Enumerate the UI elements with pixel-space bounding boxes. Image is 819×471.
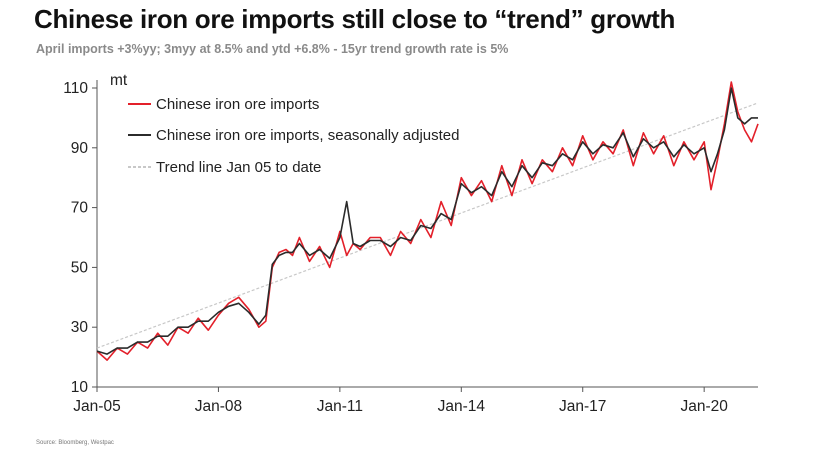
x-tick-label: Jan-11 (317, 398, 363, 415)
series-layer (96, 81, 759, 361)
series-line-seasonally-adjusted (96, 87, 758, 355)
x-tick-label: Jan-17 (559, 398, 606, 415)
plot-background (97, 88, 758, 387)
axes: mt 10 30 50 70 90 110 Jan-05 Jan-08 Jan-11 Jan-14 J… (63, 72, 758, 415)
x-tick-label: Jan-05 (73, 398, 120, 415)
legend-label: Trend line Jan 05 to date (156, 159, 321, 176)
legend-item-imports: Chinese iron ore imports (128, 96, 319, 113)
chart-title: Chinese iron ore imports still close to … (34, 4, 676, 34)
legend-label: Chinese iron ore imports (156, 96, 319, 113)
y-tick-label: 30 (71, 319, 89, 336)
plot-area (97, 88, 758, 387)
x-tick-label: Jan-14 (438, 398, 486, 415)
chart-subtitle: April imports +3%yy; 3myy at 8.5% and yt… (36, 42, 509, 56)
y-tick-label: 50 (71, 259, 89, 276)
legend-item-seasonally-adjusted: Chinese iron ore imports, seasonally adj… (128, 127, 460, 144)
source-note: Source: Bloomberg, Westpac (36, 440, 114, 446)
y-tick-label: 110 (63, 80, 88, 97)
legend-item-trend: Trend line Jan 05 to date (128, 159, 321, 176)
y-axis-unit-label: mt (110, 72, 128, 89)
series-line-imports (96, 81, 759, 361)
legend-label: Chinese iron ore imports, seasonally adj… (156, 127, 460, 144)
y-tick-label: 90 (71, 140, 89, 157)
x-tick-label: Jan-08 (195, 398, 242, 415)
y-tick-label: 10 (71, 379, 89, 396)
legend: Chinese iron ore imports Chinese iron ore… (128, 96, 460, 176)
x-tick-label: Jan-20 (680, 398, 728, 415)
y-tick-label: 70 (71, 200, 89, 217)
